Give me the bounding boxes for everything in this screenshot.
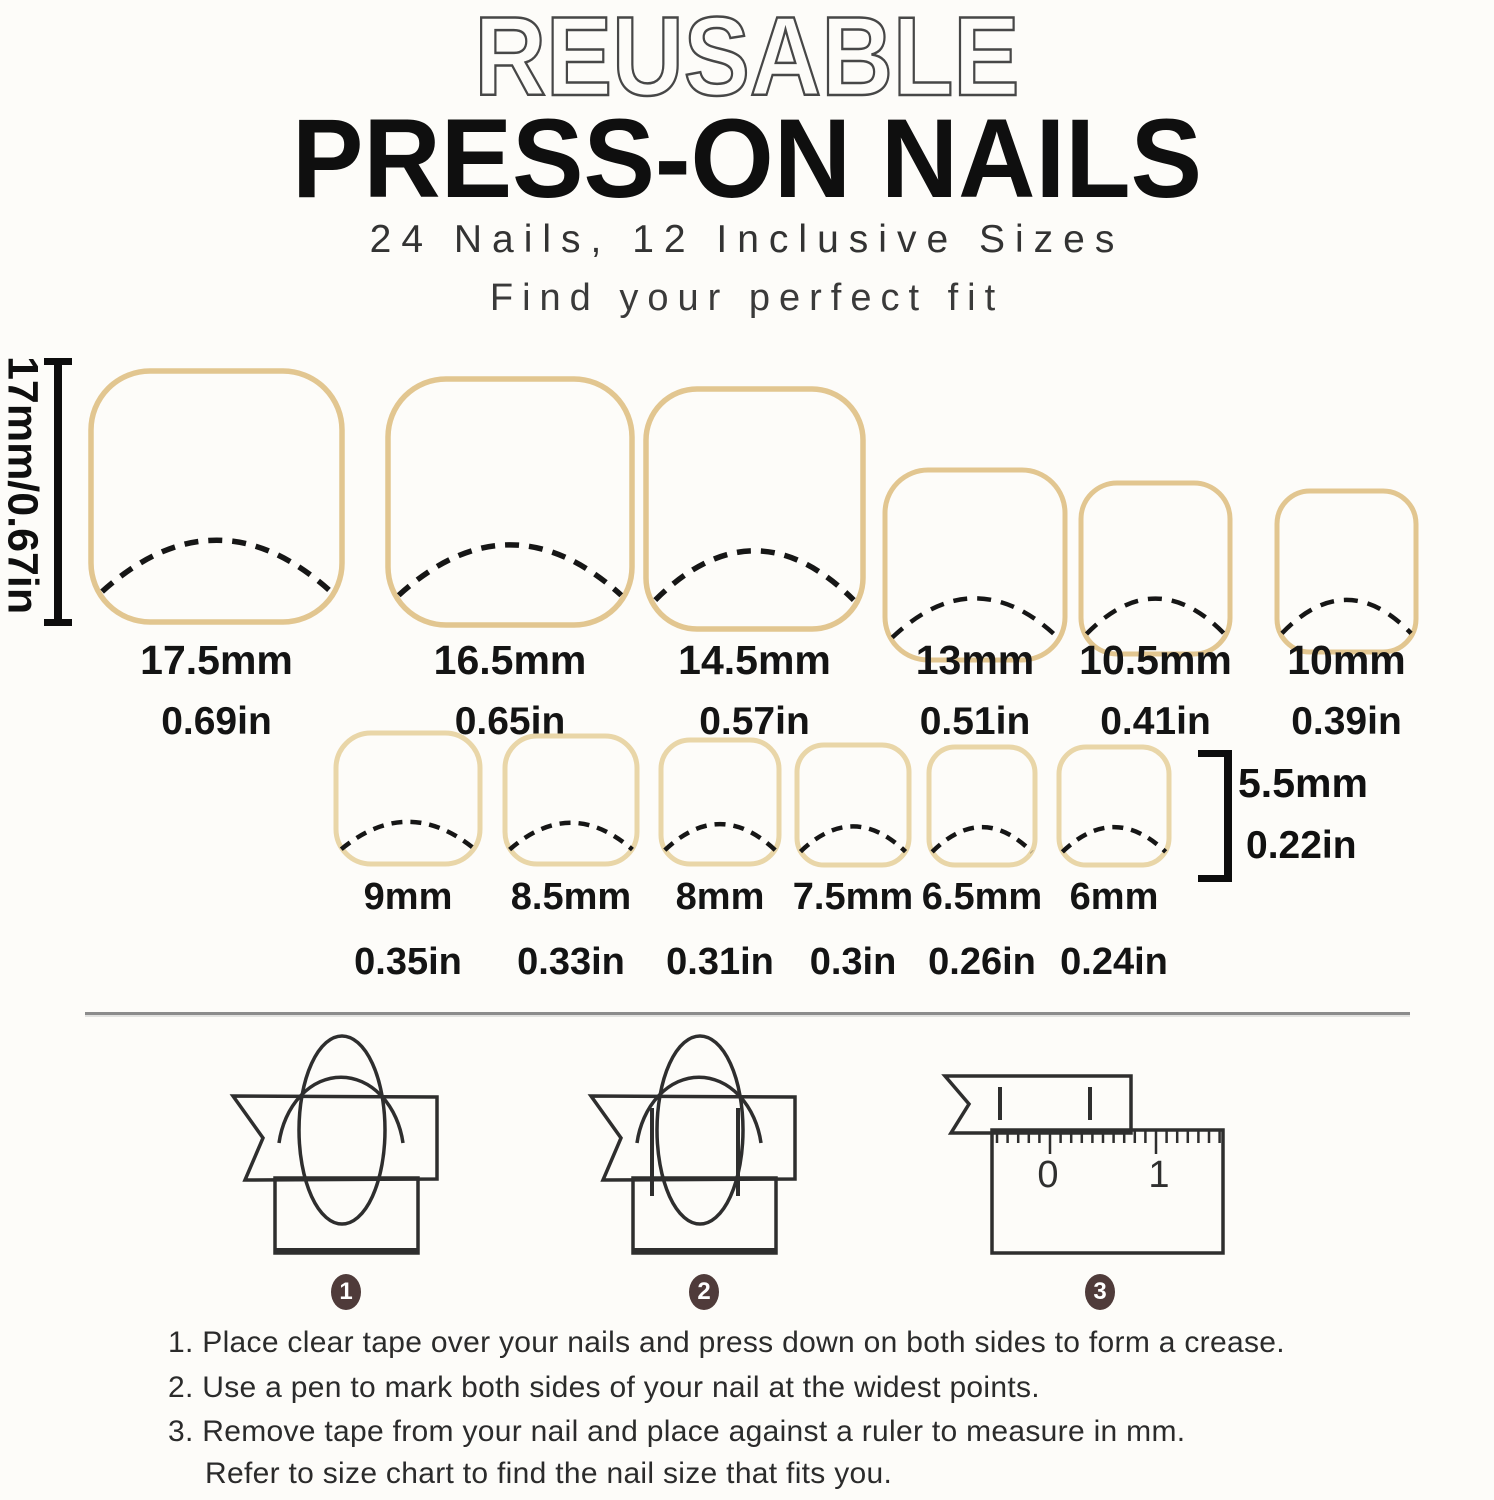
finger-base <box>631 1176 778 1255</box>
finger-sides <box>277 1075 405 1144</box>
nail-shape <box>333 730 483 867</box>
step1-tape-over-nail-diagram <box>229 1034 439 1255</box>
step2-badge: 2 <box>689 1274 719 1310</box>
nail-shape <box>1274 488 1419 655</box>
step3-badge: 3 <box>1085 1274 1115 1310</box>
title-outline-text: REUSABLE <box>475 0 1020 119</box>
nail-smile-line <box>508 820 634 852</box>
nail-shape <box>926 744 1038 868</box>
nail-size-in-label: 0.31in <box>666 941 774 983</box>
nail-outline <box>502 733 640 867</box>
subtitle: 24 Nails, 12 Inclusive Sizes <box>369 218 1125 261</box>
instruction-line-2: 2. Use a pen to mark both sides of your … <box>168 1371 1040 1404</box>
nail-smile-line <box>1280 597 1413 635</box>
finger-base <box>273 1176 420 1255</box>
length-bracket <box>44 358 72 626</box>
nail-plate <box>655 1034 745 1226</box>
tagline: Find your perfect fit <box>489 277 1005 319</box>
nail-shape <box>385 376 635 628</box>
nail-outline <box>385 376 635 628</box>
nail-smile-line <box>396 542 624 598</box>
nail-shape <box>1056 744 1172 868</box>
title-outline: REUSABLE <box>473 0 1021 120</box>
nail-size-in-label: 0.24in <box>1060 941 1168 983</box>
nail-size-mm-label: 10mm <box>1287 637 1406 683</box>
nail-size-mm-label: 8.5mm <box>510 876 632 918</box>
nail-size-mm-label: 8mm <box>675 876 765 918</box>
nail-outline <box>643 386 866 632</box>
nail-shape <box>643 386 866 632</box>
nail-outline <box>1078 480 1233 657</box>
tape-banner <box>587 1094 797 1182</box>
section-divider <box>85 1012 1410 1015</box>
width-bracket <box>1198 750 1232 882</box>
width-bracket-mm-label: 5.5mm <box>1238 760 1368 806</box>
nail-outline <box>882 467 1068 663</box>
step3-ruler-diagram: 0 1 <box>941 1074 1225 1255</box>
instruction-line-1: 1. Place clear tape over your nails and … <box>168 1326 1285 1359</box>
nail-size-mm-label: 7.5mm <box>792 876 914 918</box>
nail-size-mm-label: 16.5mm <box>433 637 587 683</box>
nail-smile-line <box>890 596 1060 640</box>
tape-banner <box>941 1074 1133 1135</box>
nail-smile-line <box>1060 824 1168 854</box>
tape-banner <box>229 1094 439 1182</box>
nail-shape <box>658 737 782 867</box>
length-bracket-label: 17mm/0.67in <box>0 355 47 615</box>
nail-smile-line <box>663 821 777 852</box>
step2-pen-marks-diagram <box>587 1034 797 1255</box>
nail-size-in-label: 0.3in <box>809 941 897 983</box>
width-bracket-in-label: 0.22in <box>1246 824 1357 867</box>
nail-shape <box>882 467 1068 663</box>
nail-size-in-label: 0.51in <box>919 700 1031 743</box>
nail-shape <box>794 742 912 868</box>
nail-smile-line <box>653 548 856 602</box>
nail-size-in-label: 0.39in <box>1291 700 1402 743</box>
nail-outline <box>794 742 912 868</box>
nail-shape <box>502 733 640 867</box>
nail-size-in-label: 0.69in <box>161 700 272 743</box>
size-chart: 17.5mm 0.69in 16.5mm 0.65in 14.5mm 0.57in 13mm… <box>88 368 1419 983</box>
nail-size-mm-label: 6.5mm <box>921 876 1043 918</box>
nail-outline <box>1274 488 1419 655</box>
nail-smile-line <box>930 824 1034 854</box>
ruler-ticks <box>995 1130 1221 1154</box>
finger-sides <box>635 1075 763 1144</box>
ruler-number-1: 1 <box>1148 1154 1169 1196</box>
nail-outline <box>926 744 1038 868</box>
nail-size-mm-label: 9mm <box>363 876 453 918</box>
nail-size-in-label: 0.57in <box>699 700 810 743</box>
instruction-line-3: 3. Remove tape from your nail and place … <box>168 1415 1186 1448</box>
nail-outline <box>1056 744 1172 868</box>
nail-smile-line <box>798 824 908 854</box>
title-main: PRESS-ON NAILS <box>292 96 1202 221</box>
nail-outline <box>333 730 483 867</box>
nail-shape <box>1078 480 1233 657</box>
nail-size-in-label: 0.33in <box>517 941 625 983</box>
nail-smile-line <box>100 537 333 594</box>
nail-size-mm-label: 6mm <box>1069 876 1159 918</box>
nail-size-in-label: 0.35in <box>354 941 462 983</box>
nail-outline <box>88 368 345 625</box>
nail-shape <box>88 368 345 625</box>
nail-size-mm-label: 14.5mm <box>678 637 831 683</box>
ruler-number-0: 0 <box>1037 1154 1058 1196</box>
nail-outline <box>658 737 782 867</box>
nail-smile-line <box>339 819 477 851</box>
step1-badge: 1 <box>331 1274 361 1310</box>
nail-size-mm-label: 10.5mm <box>1079 637 1232 683</box>
instruction-line-4: Refer to size chart to find the nail siz… <box>205 1457 893 1490</box>
nail-size-mm-label: 17.5mm <box>140 637 293 683</box>
nail-smile-line <box>1084 596 1227 636</box>
title-main-text: PRESS-ON NAILS <box>292 96 1202 221</box>
nail-size-mm-label: 13mm <box>915 637 1035 683</box>
nail-size-in-label: 0.41in <box>1100 700 1211 743</box>
ruler-body <box>990 1128 1225 1255</box>
nail-size-in-label: 0.26in <box>928 941 1036 983</box>
nail-plate <box>297 1034 387 1226</box>
